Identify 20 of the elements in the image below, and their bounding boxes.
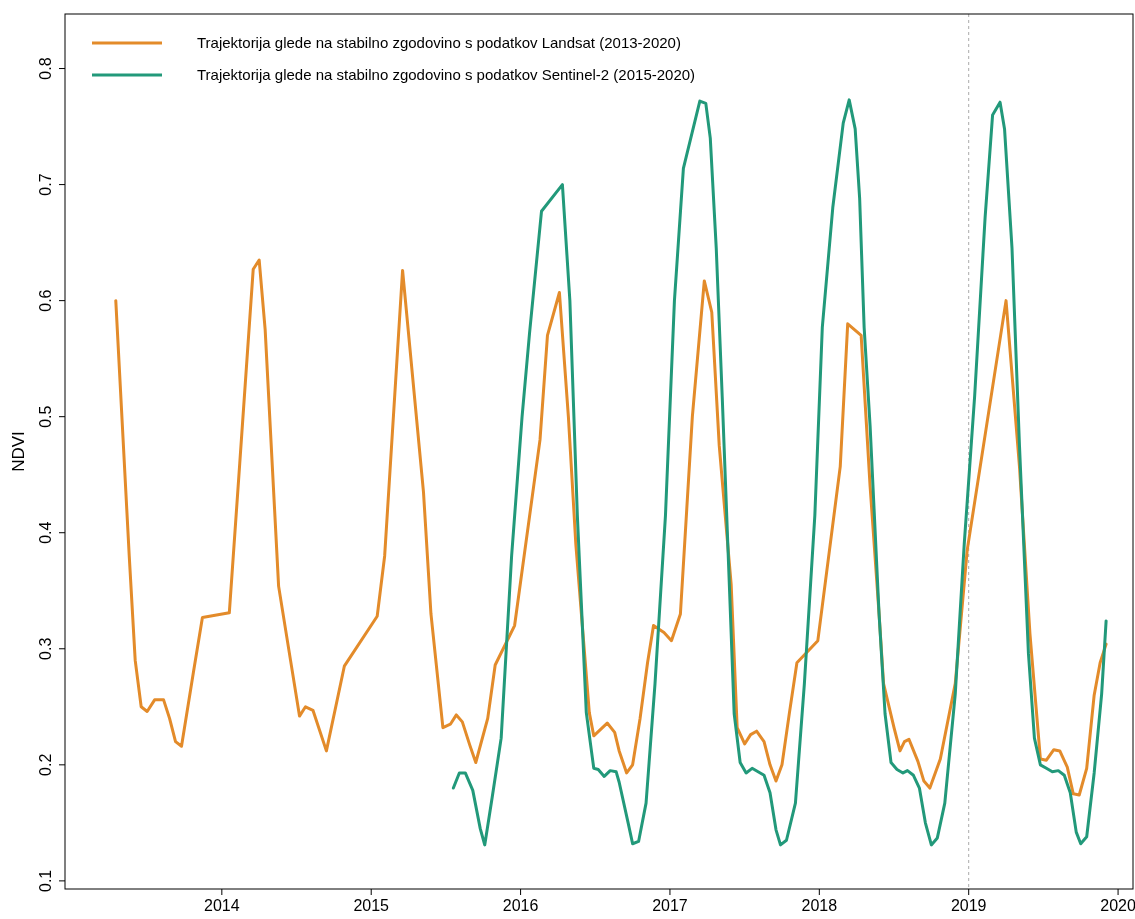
y-tick-label: 0.3 [37, 637, 54, 660]
y-tick-label: 0.7 [37, 173, 54, 196]
legend-label: Trajektorija glede na stabilno zgodovino s podatkov Sentinel-2 (2015-2020) [197, 66, 696, 83]
x-tick-label: 2016 [502, 897, 539, 914]
y-tick-label: 0.2 [37, 753, 54, 776]
x-tick-label: 2014 [204, 897, 240, 914]
line-series [114, 258, 1108, 797]
x-tick-label: 2017 [652, 897, 688, 914]
x-tick-label: 2020 [1100, 897, 1135, 914]
y-tick-label: 0.6 [37, 289, 54, 312]
x-tick-label: 2015 [353, 897, 390, 914]
y-tick-label: 0.4 [37, 521, 54, 544]
line-series [451, 98, 1108, 847]
y-tick-label: 0.5 [37, 405, 54, 428]
y-axis-title: NDVI [9, 431, 28, 472]
x-tick-label: 2018 [801, 897, 838, 914]
legend-label: Trajektorija glede na stabilno zgodovino s podatkov Landsat (2013-2020) [197, 34, 681, 51]
x-tick-label: 2019 [950, 897, 987, 914]
y-tick-label: 0.1 [37, 869, 54, 892]
y-tick-label: 0.8 [37, 57, 54, 80]
